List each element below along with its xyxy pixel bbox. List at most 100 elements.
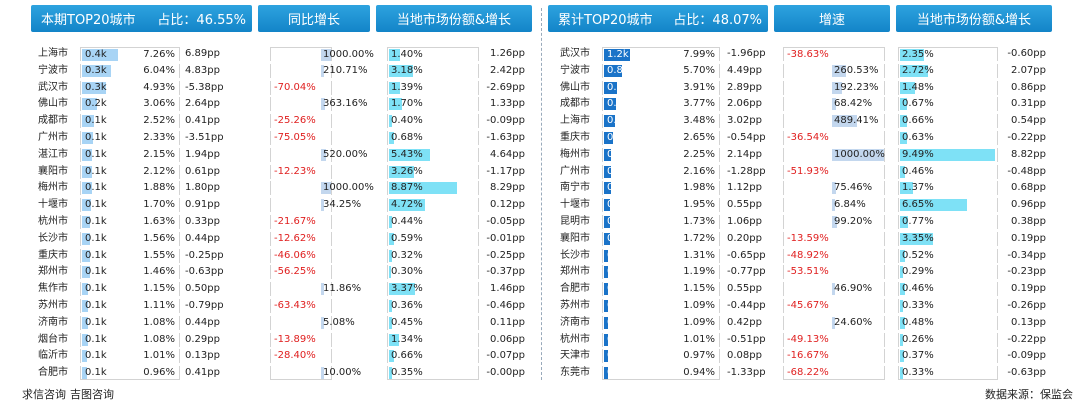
share-change: 0.42pp bbox=[727, 316, 762, 328]
yoy-value: 1000.00% bbox=[323, 182, 374, 194]
yoy-value: 1000.00% bbox=[834, 148, 885, 160]
share-percent: 1.11% bbox=[143, 300, 175, 311]
share-percent: 1.46% bbox=[143, 266, 175, 278]
header-growth-rate: 增速 bbox=[774, 5, 890, 32]
local-share-cell: 1.48% bbox=[898, 80, 998, 95]
local-share-cell: 1.34% bbox=[387, 332, 479, 347]
share-change: 2.06pp bbox=[727, 98, 762, 110]
yoy-value: 192.23% bbox=[834, 81, 879, 93]
yoy-bar bbox=[321, 199, 324, 212]
local-share-bar bbox=[389, 165, 414, 178]
value-cell: 0.2k 1.09% bbox=[602, 315, 720, 330]
value-text: 0.1k bbox=[85, 266, 107, 278]
yoy-bar bbox=[832, 115, 857, 128]
value-cell: 0.1k 1.11% bbox=[80, 299, 180, 313]
share-percent: 1.15% bbox=[143, 283, 175, 295]
share-change: -0.65pp bbox=[727, 249, 766, 261]
local-share-bar bbox=[389, 199, 425, 212]
table-row: 重庆市 0.4k 2.65% -0.54pp -36.54% 0.63% -0.22pp bbox=[0, 131, 1080, 145]
yoy-value: 210.71% bbox=[323, 64, 368, 76]
local-share-value: 1.70% bbox=[391, 98, 423, 110]
yoy-value: -46.06% bbox=[274, 249, 316, 261]
value-cell: 0.1k 1.46% bbox=[80, 265, 180, 280]
value-bar bbox=[82, 165, 92, 178]
value-cell: 0.5k 3.48% bbox=[602, 114, 720, 129]
yoy-value: 24.60% bbox=[834, 316, 873, 328]
share-percent: 0.96% bbox=[143, 367, 175, 379]
table-row: 梅州市 0.3k 2.25% 2.14pp 1000.00% 9.49% 8.82pp bbox=[0, 147, 1080, 162]
table-row: 成都市 0.1k 2.52% 0.41pp -25.26% 0.40% -0.09pp bbox=[0, 114, 1080, 129]
yoy-value: -13.59% bbox=[787, 232, 829, 244]
local-share-bar bbox=[389, 115, 392, 128]
local-share-value: 0.68% bbox=[391, 132, 423, 143]
local-share-cell: 0.66% bbox=[387, 349, 479, 364]
local-share-cell: 0.66% bbox=[898, 114, 998, 129]
share-change: -0.25pp bbox=[185, 249, 224, 261]
local-share-change: -0.22pp bbox=[1007, 132, 1046, 143]
yoy-cell: 520.00% bbox=[270, 147, 368, 162]
local-share-bar bbox=[389, 316, 392, 329]
value-bar bbox=[604, 266, 608, 279]
yoy-cell: 6.84% bbox=[783, 198, 885, 213]
city-name: 临沂市 bbox=[38, 350, 68, 362]
share-change: 0.50pp bbox=[185, 283, 220, 295]
local-share-cell: 0.33% bbox=[898, 366, 998, 381]
value-text: 0.4k bbox=[607, 132, 629, 143]
value-text: 0.3k bbox=[607, 148, 629, 160]
yoy-value: 11.86% bbox=[323, 283, 362, 295]
table-row: 长沙市 0.1k 1.56% 0.44pp -12.62% 0.59% -0.01pp bbox=[0, 231, 1080, 246]
local-share-bar bbox=[389, 81, 400, 94]
city-name: 成都市 bbox=[38, 115, 68, 127]
yoy-bar bbox=[321, 148, 326, 161]
yoy-value: -70.04% bbox=[274, 81, 316, 93]
local-share-cell: 0.63% bbox=[898, 131, 998, 145]
share-percent: 2.33% bbox=[143, 132, 175, 143]
table-row: 重庆市 0.1k 1.55% -0.25pp -46.06% 0.32% -0.25pp bbox=[0, 248, 1080, 263]
value-cell: 0.8k 5.70% bbox=[602, 63, 720, 78]
value-cell: 0.3k 1.95% bbox=[602, 198, 720, 213]
local-share-value: 0.30% bbox=[391, 266, 423, 278]
header-growth-rate-label: 增速 bbox=[818, 13, 845, 28]
yoy-cell: 68.42% bbox=[783, 97, 885, 112]
local-share-change: 0.54pp bbox=[1011, 115, 1046, 127]
value-text: 0.1k bbox=[607, 333, 629, 345]
local-share-cell: 0.67% bbox=[898, 97, 998, 112]
value-bar bbox=[604, 216, 610, 228]
local-share-bar bbox=[389, 249, 392, 262]
value-text: 0.3k bbox=[85, 64, 107, 76]
local-share-value: 5.43% bbox=[391, 148, 423, 160]
local-share-change: 0.13pp bbox=[1011, 316, 1046, 328]
city-name: 长沙市 bbox=[560, 249, 590, 261]
local-share-bar bbox=[900, 199, 967, 212]
value-text: 0.2k bbox=[607, 316, 629, 328]
local-share-bar bbox=[389, 98, 402, 111]
share-change: 1.80pp bbox=[185, 182, 220, 194]
yoy-value: -12.62% bbox=[274, 232, 316, 244]
local-share-value: 0.26% bbox=[902, 333, 934, 345]
header-current-share: 占比：46.55% bbox=[157, 13, 246, 28]
value-bar bbox=[82, 350, 87, 363]
local-share-cell: 8.87% bbox=[387, 181, 479, 196]
table-row: 昆明市 0.2k 1.73% 1.06pp 99.20% 0.77% 0.38pp bbox=[0, 215, 1080, 229]
share-percent: 5.70% bbox=[683, 64, 715, 76]
yoy-value: -16.67% bbox=[787, 350, 829, 362]
local-share-cell: 0.37% bbox=[898, 349, 998, 364]
yoy-value: 5.08% bbox=[323, 316, 355, 328]
value-cell: 0.1k 0.97% bbox=[602, 349, 720, 364]
local-share-bar bbox=[900, 148, 995, 161]
value-bar bbox=[604, 199, 610, 212]
header-cumulative-top20: 累计TOP20城市 占比：48.07% bbox=[548, 5, 768, 32]
table-row: 十堰市 0.1k 1.70% 0.91pp 34.25% 4.72% 0.12pp bbox=[0, 198, 1080, 213]
local-share-cell: 0.52% bbox=[898, 248, 998, 263]
yoy-cell: 210.71% bbox=[270, 63, 368, 78]
local-share-change: -0.09pp bbox=[1007, 350, 1046, 362]
local-share-value: 3.35% bbox=[902, 232, 934, 244]
local-share-value: 0.37% bbox=[902, 350, 934, 362]
value-text: 0.2k bbox=[85, 98, 107, 110]
local-share-change: 1.46pp bbox=[490, 283, 525, 295]
local-share-cell: 3.26% bbox=[387, 164, 479, 179]
table-row: 湛江市 0.1k 2.15% 1.94pp 520.00% 5.43% 4.64pp bbox=[0, 147, 1080, 162]
city-name: 长沙市 bbox=[38, 232, 68, 244]
local-share-value: 0.77% bbox=[902, 216, 934, 227]
local-share-change: -0.07pp bbox=[486, 350, 525, 362]
